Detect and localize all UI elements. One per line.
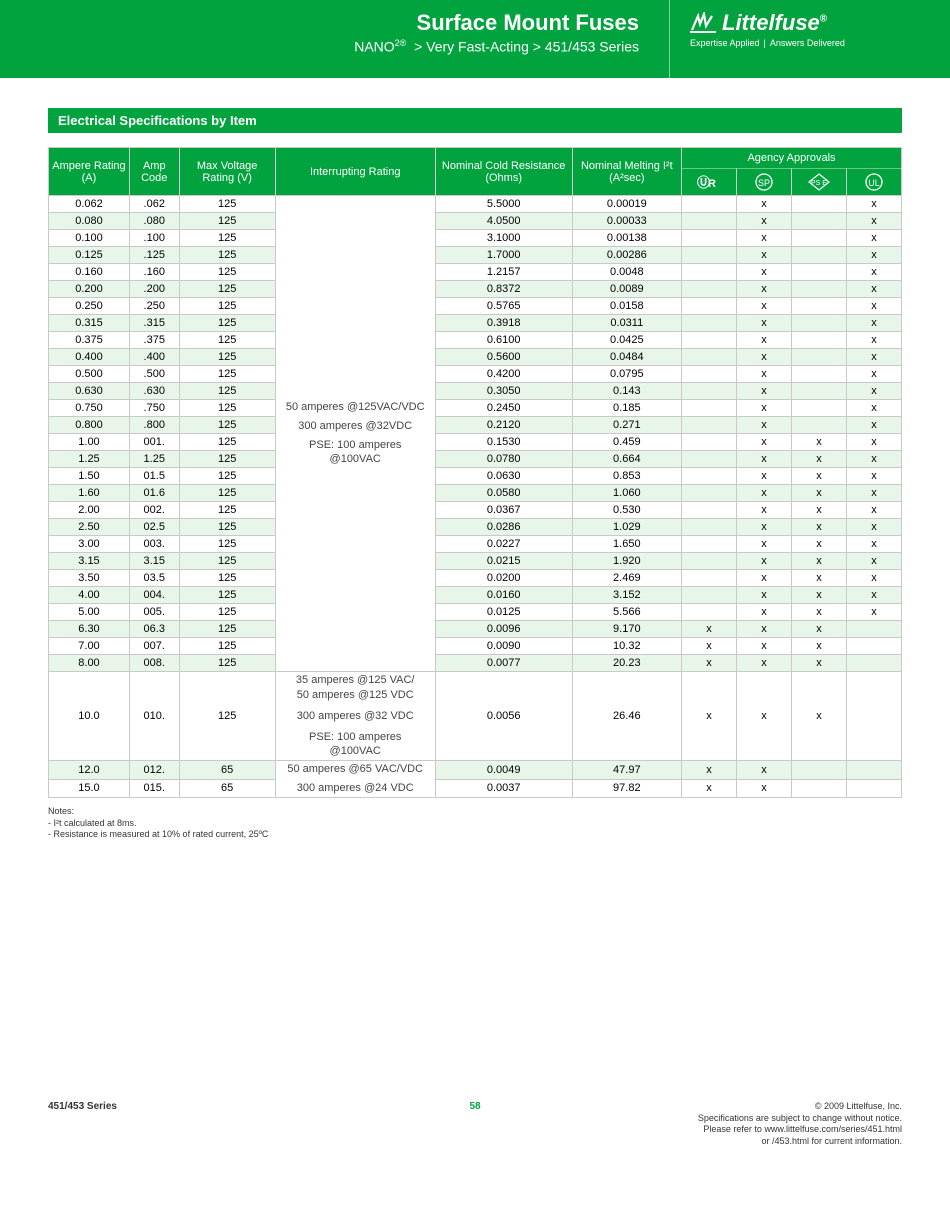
page-footer: 451/453 Series 58 © 2009 Littelfuse, Inc… (0, 1101, 950, 1168)
header-right: Littelfuse® Expertise Applied|Answers De… (670, 0, 950, 78)
table-row: 1.6001.61250.05801.060xxx (49, 485, 902, 502)
footer-right-block: © 2009 Littelfuse, Inc. Specifications a… (698, 1101, 902, 1148)
table-row: 15.0015.650.003797.82xx (49, 779, 902, 797)
table-row: 0.750.7501250.24500.185xx (49, 400, 902, 417)
table-row: 0.100.1001253.10000.00138xx (49, 230, 902, 247)
footer-page-number: 58 (469, 1101, 480, 1112)
svg-text:UL: UL (868, 178, 880, 188)
notes-heading: Notes: (48, 806, 902, 818)
table-row: 0.062.06212550 amperes @125VAC/VDC300 am… (49, 196, 902, 213)
interrupting-cell-g2: 35 amperes @125 VAC/50 amperes @125 VDC3… (275, 672, 435, 761)
footer-series: 451/453 Series (48, 1101, 117, 1112)
interrupting-cell-g1: 50 amperes @125VAC/VDC300 amperes @32VDC… (275, 196, 435, 672)
table-row: 0.800.8001250.21200.271xx (49, 417, 902, 434)
notes-line: - Resistance is measured at 10% of rated… (48, 829, 902, 841)
col-amp-code: Amp Code (129, 148, 179, 196)
interrupting-cell-g3: 50 amperes @65 VAC/VDC300 amperes @24 VD… (275, 761, 435, 798)
svg-text:SP: SP (758, 178, 770, 188)
svg-text:PS E: PS E (811, 180, 827, 187)
table-row: 1.00001.1250.15300.459xxx (49, 434, 902, 451)
header-left: Surface Mount Fuses NANO2® > Very Fast-A… (0, 0, 670, 78)
table-row: 0.315.3151250.39180.0311xx (49, 315, 902, 332)
col-max-voltage: Max Voltage Rating (V) (179, 148, 275, 196)
table-row: 2.00002.1250.03670.530xxx (49, 502, 902, 519)
table-row: 0.400.4001250.56000.0484xx (49, 349, 902, 366)
header-title: Surface Mount Fuses (10, 10, 639, 36)
table-row: 0.630.6301250.30500.143xx (49, 383, 902, 400)
header-subtitle: NANO2® > Very Fast-Acting > 451/453 Seri… (10, 38, 639, 55)
table-row: 0.160.1601251.21570.0048xx (49, 264, 902, 281)
table-row: 1.251.251250.07800.664xxx (49, 451, 902, 468)
table-row: 8.00008.1250.007720.23xxx (49, 655, 902, 672)
table-row: 3.00003.1250.02271.650xxx (49, 536, 902, 553)
agency-csa-icon: SP (737, 169, 792, 196)
col-ampere: Ampere Rating (A) (49, 148, 130, 196)
table-row: 12.0012.6550 amperes @65 VAC/VDC300 ampe… (49, 761, 902, 779)
table-row: 0.125.1251251.70000.00286xx (49, 247, 902, 264)
table-row: 0.080.0801254.05000.00033xx (49, 213, 902, 230)
table-row: 0.500.5001250.42000.0795xx (49, 366, 902, 383)
table-row: 7.00007.1250.009010.32xxx (49, 638, 902, 655)
table-row: 6.3006.31250.00969.170xxx (49, 621, 902, 638)
agency-pse-icon: PS E (792, 169, 847, 196)
page-header: Surface Mount Fuses NANO2® > Very Fast-A… (0, 0, 950, 78)
col-agency-approvals: Agency Approvals (682, 148, 902, 169)
table-row: 4.00004.1250.01603.152xxx (49, 587, 902, 604)
specifications-table: Ampere Rating (A) Amp Code Max Voltage R… (48, 147, 902, 798)
agency-ul-icon: UL (847, 169, 902, 196)
logo-tagline: Expertise Applied|Answers Delivered (690, 38, 930, 48)
notes-line: - I²t calculated at 8ms. (48, 818, 902, 830)
svg-text:R: R (708, 178, 716, 190)
table-row: 1.5001.51250.06300.853xxx (49, 468, 902, 485)
table-row: 2.5002.51250.02861.029xxx (49, 519, 902, 536)
notes-block: Notes: - I²t calculated at 8ms. - Resist… (48, 806, 902, 841)
logo-text: Littelfuse® (722, 10, 827, 36)
table-row: 10.0 010. 125 35 amperes @125 VAC/50 amp… (49, 672, 902, 761)
table-row: 3.5003.51250.02002.469xxx (49, 570, 902, 587)
col-resistance: Nominal Cold Resistance (Ohms) (435, 148, 572, 196)
table-row: 5.00005.1250.01255.566xxx (49, 604, 902, 621)
agency-ur-icon: ⓊR (682, 169, 737, 196)
col-interrupting: Interrupting Rating (275, 148, 435, 196)
section-title-bar: Electrical Specifications by Item (48, 108, 902, 133)
col-melting: Nominal Melting I²t (A²sec) (572, 148, 681, 196)
table-row: 0.200.2001250.83720.0089xx (49, 281, 902, 298)
table-row: 0.375.3751250.61000.0425xx (49, 332, 902, 349)
littelfuse-logo-icon (690, 12, 716, 34)
table-row: 0.250.2501250.57650.0158xx (49, 298, 902, 315)
table-row: 3.153.151250.02151.920xxx (49, 553, 902, 570)
